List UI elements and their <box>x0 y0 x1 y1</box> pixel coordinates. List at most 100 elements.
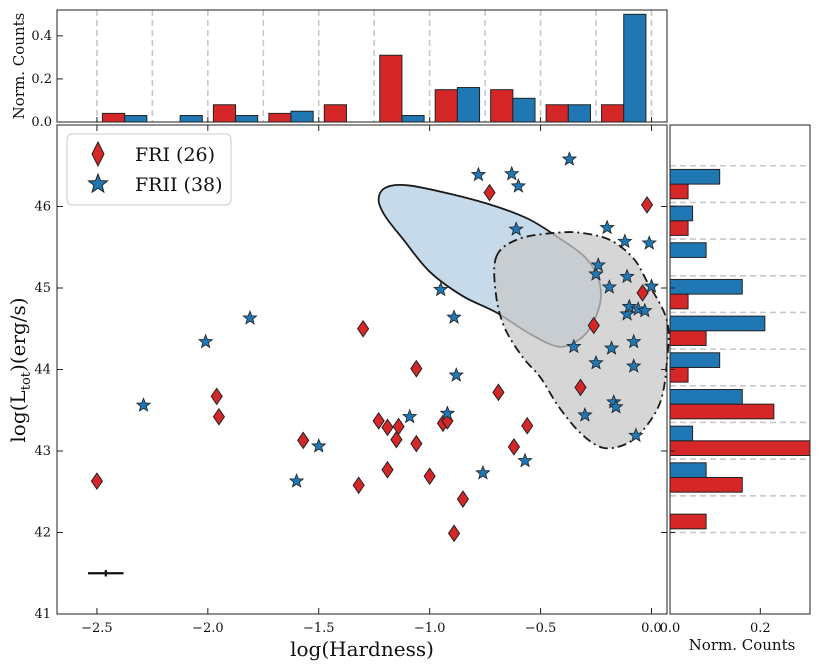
y-tick-label: 44 <box>34 363 51 378</box>
frii-point-14 <box>508 221 524 236</box>
fri-point-24 <box>636 284 649 302</box>
x-tick-label: −1.5 <box>303 621 335 636</box>
frii-point-26 <box>608 398 624 414</box>
frii-point-9 <box>448 367 464 382</box>
density-contour-FRI-density <box>493 231 670 450</box>
right-bar-fri <box>669 220 689 236</box>
frii-point-11 <box>475 464 491 480</box>
frii-point-35 <box>637 302 653 318</box>
fri-point-25 <box>640 195 654 214</box>
top-bar-frii <box>235 115 259 123</box>
frii-point-30 <box>621 298 638 314</box>
top-bar-fri <box>268 112 292 123</box>
top-histogram-ylabel: Norm. Counts <box>10 13 28 120</box>
right-bar-fri <box>669 293 689 310</box>
frii-point-8 <box>446 309 462 324</box>
right-histogram-frame <box>669 124 811 615</box>
right-bar-frii <box>669 425 694 442</box>
y-tick-label: 46 <box>34 200 51 215</box>
main-xlabel: log(Hardness) <box>290 637 434 661</box>
frii-point-36 <box>641 235 657 250</box>
right-bar-fri <box>669 403 775 420</box>
x-tick-label: 0.0 <box>641 621 662 636</box>
main-plot-frame <box>56 124 668 615</box>
top-bar-fri <box>212 104 237 123</box>
frii-point-22 <box>599 219 615 235</box>
fri-point-5 <box>352 476 365 495</box>
top-bar-fri <box>490 89 514 123</box>
right-bar-frii <box>669 205 694 222</box>
top-bar-fri <box>545 104 569 123</box>
frii-point-19 <box>588 266 604 281</box>
fri-point-13 <box>423 467 436 486</box>
frii-point-2 <box>242 310 258 325</box>
top-bar-fri <box>323 104 347 123</box>
y-tick-label: 42 <box>34 526 51 541</box>
top-y-tick-label: 0.4 <box>31 29 52 44</box>
right-x-tick-label: 0.2 <box>750 621 771 636</box>
frii-point-17 <box>566 338 582 354</box>
x-tick-label: −2.0 <box>192 621 224 636</box>
frii-point-18 <box>577 407 593 422</box>
fri-point-0 <box>90 472 104 491</box>
top-bar-frii <box>456 87 481 123</box>
legend-box <box>66 133 232 206</box>
main-scatter-plot: −2.5 −2.0 −1.5 −1.0 −0.5 0.0 41 42 43 44 45 46 log(… <box>6 124 670 661</box>
x-tick-label: −2.5 <box>81 621 113 636</box>
frii-point-10 <box>470 166 487 182</box>
top-bar-frii <box>623 13 647 123</box>
right-bar-frii <box>669 462 707 478</box>
right-bar-fri <box>669 183 689 200</box>
right-bar-fri <box>669 440 811 456</box>
fri-point-10 <box>392 417 405 436</box>
fri-point-9 <box>390 430 403 449</box>
frii-point-23 <box>601 279 618 294</box>
fri-point-8 <box>381 460 394 479</box>
frii-point-5 <box>401 408 418 424</box>
right-bar-fri <box>669 513 707 530</box>
fri-point-12 <box>410 434 423 453</box>
frii-point-1 <box>197 333 214 349</box>
top-y-tick-label: 0.2 <box>31 72 52 87</box>
frii-point-24 <box>603 340 620 355</box>
legend-item-frii: FRII (38) <box>87 172 223 196</box>
right-histogram: 0.0 0.2 Norm. Counts <box>660 124 811 654</box>
fri-point-18 <box>483 183 496 202</box>
top-histogram-frame <box>56 9 668 123</box>
frii-point-33 <box>628 427 644 443</box>
x-tick-label: −1.0 <box>414 621 446 636</box>
right-bar-frii <box>669 352 721 368</box>
top-bar-frii <box>512 97 536 123</box>
frii-point-16 <box>561 151 578 166</box>
fri-point-19 <box>492 383 505 402</box>
fri-point-7 <box>381 418 394 437</box>
fri-point-2 <box>212 407 226 426</box>
top-bar-frii <box>179 115 203 123</box>
frii-point-27 <box>617 233 633 249</box>
right-bar-fri <box>669 330 707 346</box>
fri-point-4 <box>357 319 370 338</box>
fri-point-20 <box>507 438 521 456</box>
frii-point-28 <box>619 268 635 284</box>
frii-point-32 <box>626 333 642 349</box>
x-tick-label: −0.5 <box>525 621 557 636</box>
top-bar-fri <box>601 104 625 123</box>
frii-point-3 <box>288 473 305 488</box>
top-bar-frii <box>290 110 314 123</box>
top-y-tick-label: 0.0 <box>31 115 52 130</box>
right-bar-frii <box>669 168 721 185</box>
frii-point-4 <box>311 437 327 453</box>
legend-label-frii: FRII (38) <box>135 174 223 196</box>
y-tick-label: 43 <box>34 444 51 459</box>
frii-point-20 <box>590 257 606 272</box>
right-bar-frii <box>669 278 743 295</box>
fri-point-21 <box>521 416 534 435</box>
frii-point-13 <box>510 178 527 193</box>
fri-point-22 <box>574 378 587 397</box>
right-bar-fri <box>669 476 743 493</box>
frii-point-15 <box>517 452 533 468</box>
fri-point-11 <box>410 359 423 378</box>
fri-point-16 <box>447 524 461 543</box>
fri-point-3 <box>297 431 310 450</box>
